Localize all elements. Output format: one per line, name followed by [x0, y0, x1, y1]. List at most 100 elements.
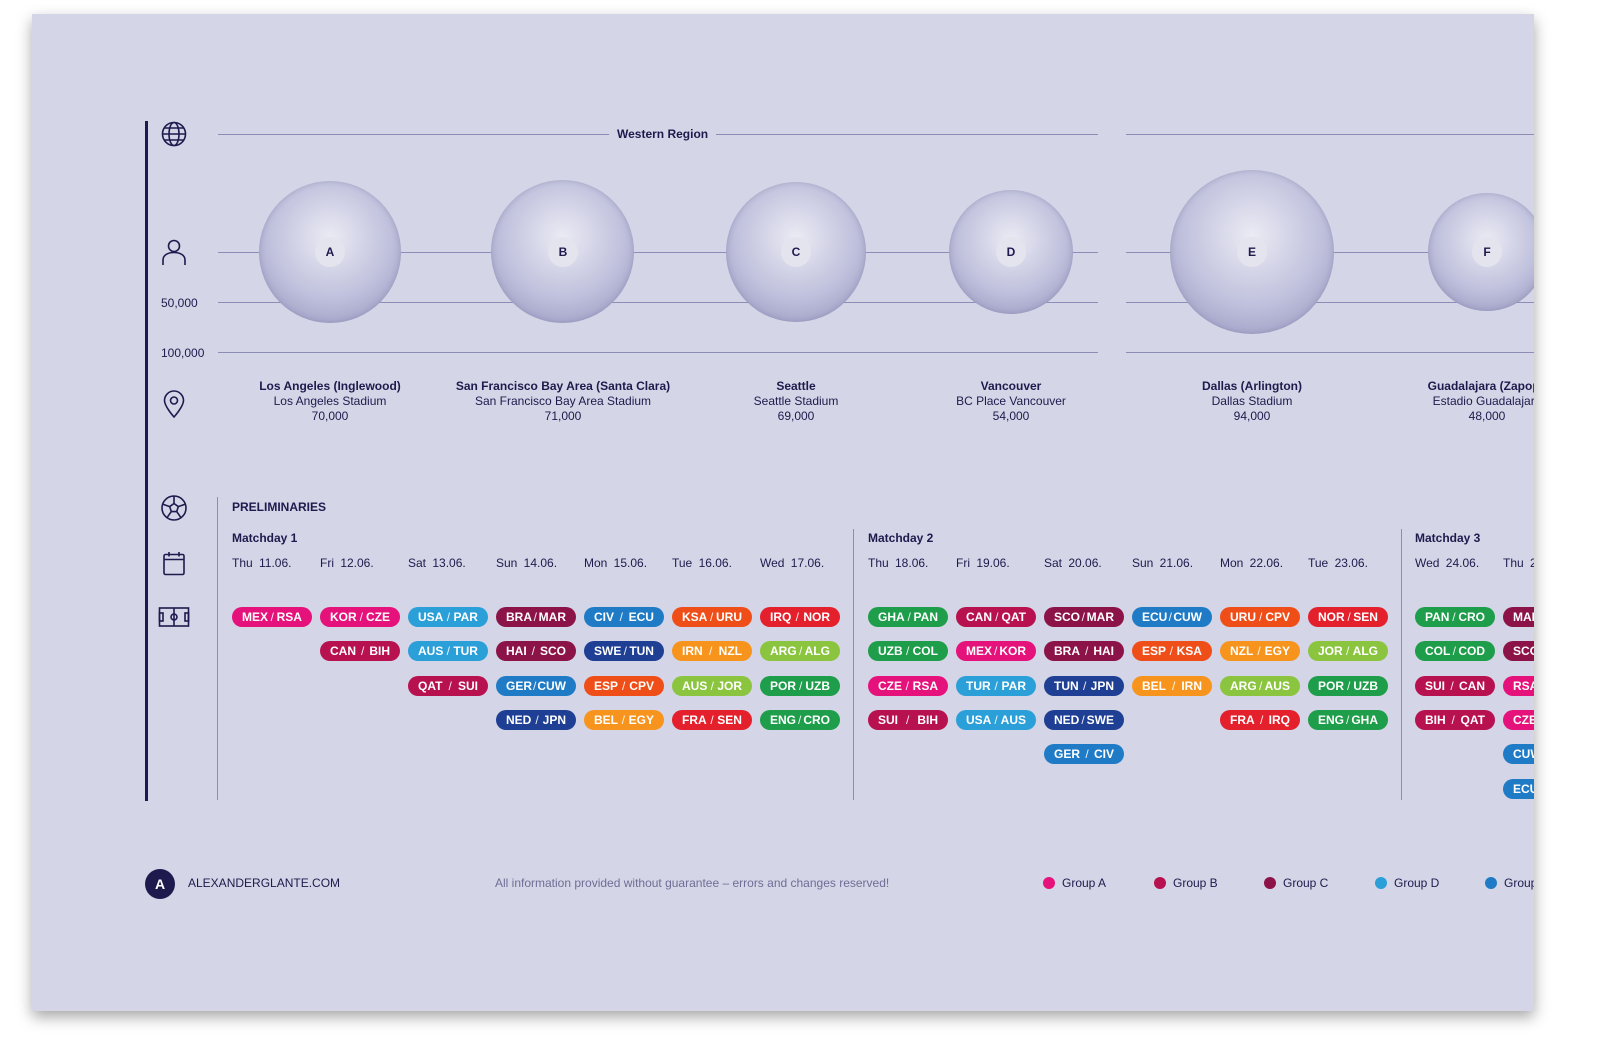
match-badge[interactable]: CUW — [1503, 744, 1534, 765]
home-team: ENG — [770, 712, 797, 727]
home-team: URU — [1230, 610, 1256, 624]
match-separator: / — [270, 610, 274, 624]
author-logo: A — [145, 869, 175, 899]
match-badge[interactable]: AUS / JOR — [672, 675, 752, 696]
match-separator: / — [1346, 644, 1350, 659]
match-separator: / — [1171, 678, 1176, 693]
home-team: ESP — [594, 678, 619, 693]
match-badge[interactable]: RSA — [1503, 675, 1534, 696]
venue-city: Seattle — [776, 379, 816, 393]
match-badge[interactable]: KOR / CZE — [320, 607, 400, 627]
match-badge[interactable]: ESP / CPV — [584, 675, 664, 696]
match-badge[interactable]: POR / UZB — [1308, 675, 1388, 696]
match-separator: / — [798, 712, 802, 727]
away-team: BIH — [917, 712, 938, 727]
match-badge[interactable]: ARG / ALG — [760, 641, 840, 662]
match-badge[interactable]: TUN / JPN — [1044, 675, 1124, 696]
stadium-letter: F — [1472, 237, 1502, 267]
center-line-west — [218, 252, 1098, 253]
match-separator: / — [1451, 712, 1455, 727]
match-separator: / — [621, 712, 625, 727]
matchday-label: Matchday 3 — [1415, 531, 1481, 545]
scale-line-50k-west — [218, 302, 1098, 303]
match-badge[interactable]: COL / COD — [1415, 641, 1495, 662]
match-badge[interactable]: CIV / ECU — [584, 607, 664, 627]
match-badge[interactable]: ENG / GHA — [1308, 709, 1388, 730]
match-badge[interactable]: JOR / ALG — [1308, 641, 1388, 662]
match-badge[interactable]: IRQ / NOR — [760, 607, 840, 627]
match-badge[interactable]: URU / CPV — [1220, 607, 1300, 627]
match-badge[interactable]: ESP / KSA — [1132, 641, 1212, 662]
match-badge[interactable]: BEL / IRN — [1132, 675, 1212, 696]
match-badge[interactable]: SCO — [1503, 641, 1534, 662]
away-team: QAT — [1460, 712, 1485, 727]
match-badge[interactable]: SUI / BIH — [868, 709, 948, 730]
home-team: ENG — [1318, 712, 1345, 727]
author-website[interactable]: ALEXANDERGLANTE.COM — [188, 876, 341, 890]
match-badge[interactable]: HAI / SCO — [496, 641, 576, 662]
away-team: EGY — [628, 712, 654, 727]
match-separator: / — [621, 678, 626, 693]
match-badge[interactable]: TUR / PAR — [956, 675, 1036, 696]
match-badge[interactable]: GHA / PAN — [868, 607, 948, 627]
venue-stadium: BC Place Vancouver — [956, 394, 1066, 408]
match-badge[interactable]: ENG / CRO — [760, 709, 840, 730]
match-badge[interactable]: QAT / SUI — [408, 675, 488, 696]
schedule-divider-md2 — [853, 529, 854, 800]
match-badge[interactable]: MEX / KOR — [956, 641, 1036, 662]
home-team: MEX — [242, 610, 269, 624]
day-label: Tue 16.06. — [672, 556, 732, 570]
match-badge[interactable]: UZB / COL — [868, 641, 948, 662]
match-badge[interactable]: FRA / IRQ — [1220, 709, 1300, 730]
match-badge[interactable]: NED / JPN — [496, 709, 576, 730]
match-badge[interactable]: ECU / CUW — [1132, 607, 1212, 627]
match-badge[interactable]: NOR / SEN — [1308, 607, 1388, 627]
match-badge[interactable]: NZL / EGY — [1220, 641, 1300, 662]
poster: Western Region 50,000 100,000 A Los Angel… — [32, 14, 1534, 1011]
home-team: BEL — [594, 712, 618, 727]
venue-stadium: Seattle Stadium — [753, 394, 839, 408]
match-separator: / — [1081, 712, 1085, 727]
match-badge[interactable]: BRA / MAR — [496, 607, 576, 627]
match-badge[interactable]: USA / AUS — [956, 709, 1036, 730]
match-separator: / — [1082, 678, 1087, 693]
match-badge[interactable]: SWE / TUN — [584, 641, 664, 662]
home-team: ECU — [1142, 610, 1168, 624]
match-badge[interactable]: BEL / EGY — [584, 709, 664, 730]
match-badge[interactable]: KSA / URU — [672, 607, 752, 627]
match-badge[interactable]: IRN / NZL — [672, 641, 752, 662]
home-team: CAN — [966, 610, 992, 624]
stadium-letter: D — [996, 237, 1026, 267]
match-badge[interactable]: BRA / HAI — [1044, 641, 1124, 662]
match-badge[interactable]: CAN / BIH — [320, 641, 400, 662]
day-label: Sat 20.06. — [1044, 556, 1102, 570]
legend-label: Group — [1504, 876, 1534, 890]
match-badge[interactable]: SUI / CAN — [1415, 675, 1495, 696]
home-team: USA — [418, 610, 444, 624]
day-label: Thu 18.06. — [868, 556, 929, 570]
away-team: ALG — [804, 644, 830, 659]
match-badge[interactable]: ECU — [1503, 778, 1534, 799]
match-badge[interactable]: MEX / RSA — [232, 607, 312, 627]
match-badge[interactable]: ARG / AUS — [1220, 675, 1300, 696]
match-badge[interactable]: GER / CUW — [496, 675, 576, 696]
match-badge[interactable]: CZE / RSA — [868, 675, 948, 696]
away-team: IRQ — [1268, 712, 1290, 727]
match-badge[interactable]: AUS / TUR — [408, 641, 488, 662]
match-badge[interactable]: BIH / QAT — [1415, 709, 1495, 730]
match-badge[interactable]: SCO / MAR — [1044, 607, 1124, 627]
match-badge[interactable]: USA / PAR — [408, 607, 488, 627]
match-badge[interactable]: MAR — [1503, 607, 1534, 627]
match-badge[interactable]: POR / UZB — [760, 675, 840, 696]
match-badge[interactable]: FRA / SEN — [672, 709, 752, 730]
match-badge[interactable]: NED / SWE — [1044, 709, 1124, 730]
match-badge[interactable]: CAN / QAT — [956, 607, 1036, 627]
home-team: GER — [506, 678, 533, 693]
section-title: PRELIMINARIES — [232, 500, 327, 514]
match-separator: / — [709, 644, 713, 659]
match-badge[interactable]: PAN / CRO — [1415, 607, 1495, 627]
match-badge[interactable]: CZE — [1503, 709, 1534, 730]
home-team: BRA — [506, 610, 532, 624]
match-badge[interactable]: GER / CIV — [1044, 744, 1124, 765]
match-separator: / — [446, 610, 451, 624]
